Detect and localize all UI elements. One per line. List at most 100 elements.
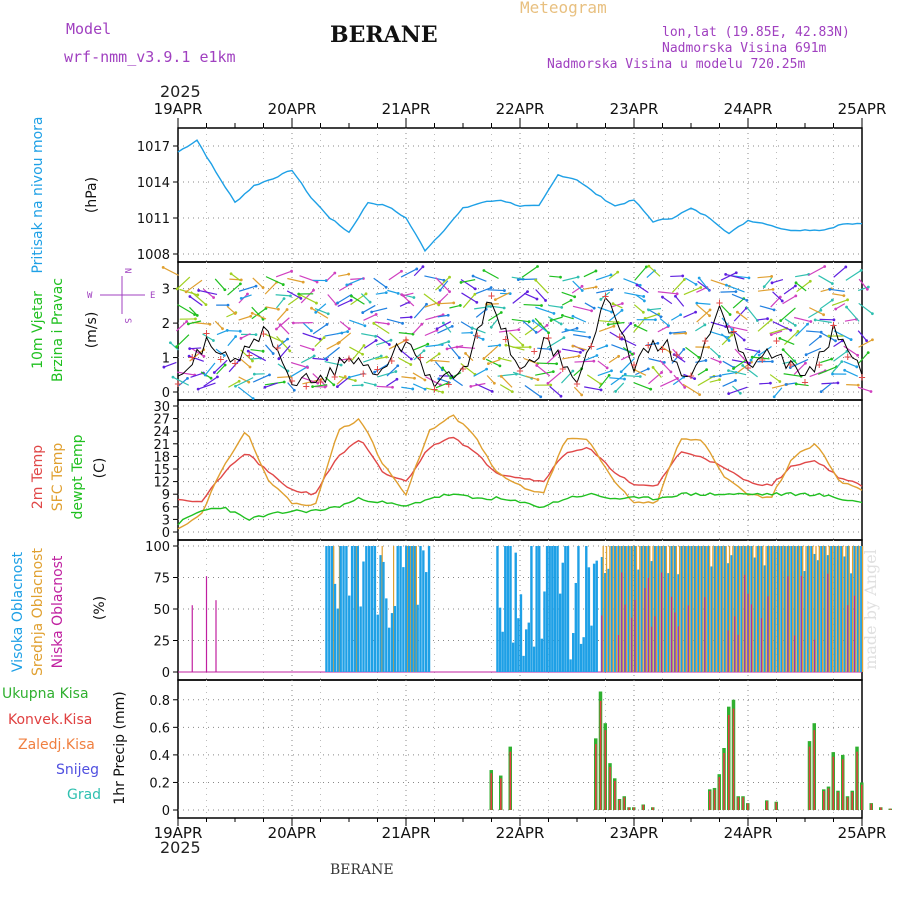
wind-arrow-head (590, 309, 593, 313)
wind-arrow (819, 299, 833, 310)
wind-arrow-head (836, 381, 840, 385)
wind-arrow (635, 294, 645, 302)
wind-arrow (509, 332, 524, 346)
wind-arrow (376, 335, 390, 346)
wind-gust-mark: + (203, 326, 210, 340)
wind-arrow (662, 296, 673, 305)
wind-gust-mark: + (231, 356, 238, 370)
wind-arrow-head (364, 292, 368, 296)
wind-arrow (537, 347, 551, 350)
wind-arrow-head (730, 333, 734, 337)
footer-station: BERANE (330, 862, 394, 878)
high-cloud-bar (640, 546, 643, 672)
wind-arrow-head (212, 296, 216, 299)
wind-gust-mark: + (816, 357, 823, 371)
wind-arrow-head (448, 275, 451, 279)
x-tick-label-bottom: 22APR (496, 824, 545, 842)
wind-arrow (299, 275, 318, 283)
wind-arrow-head (204, 303, 208, 307)
temp-ylabel: (C) (92, 458, 108, 479)
wind-arrow-head (769, 381, 772, 385)
wind-arrow-head (535, 364, 539, 367)
wind-arrow-head (633, 324, 637, 327)
wind-gust-mark: + (673, 347, 680, 361)
high-cloud-bar (843, 556, 846, 672)
wind-arrow-head (315, 280, 319, 284)
mid-cloud-bar (612, 546, 614, 672)
wind-arrow-head (607, 373, 611, 377)
wind-arrow (685, 277, 697, 285)
high-cloud-bar (538, 546, 541, 672)
wind-arrow (535, 289, 546, 301)
wind-arrow-head (458, 304, 462, 307)
wind-arrow (782, 349, 798, 365)
wind-arrow (361, 333, 376, 337)
wind-arrow-head (638, 283, 642, 287)
wind-gust-mark: + (630, 358, 637, 372)
wind-arrow (572, 305, 592, 312)
wind-arrow-head (246, 292, 249, 296)
wind-arrow (779, 337, 795, 345)
wind-arrow (483, 269, 499, 280)
high-cloud-bar (396, 546, 399, 672)
wind-arrow (490, 318, 499, 328)
wind-arrow (720, 272, 737, 281)
precip-legend-2: Zaledj.Kisa (18, 737, 95, 753)
wind-arrow-head (611, 302, 615, 306)
high-cloud-bar (402, 567, 405, 672)
wind-gust-mark: + (858, 370, 865, 384)
wind-arrow (197, 382, 216, 390)
wind-arrow-head (517, 328, 521, 332)
wind-arrow (815, 319, 832, 324)
wind-arrow (511, 276, 524, 280)
mid-cloud-bar (333, 546, 335, 672)
wind-arrow (203, 376, 218, 387)
high-cloud-bar (579, 643, 583, 672)
y-tick-label: 50 (153, 603, 170, 618)
wind-arrow (685, 346, 700, 358)
wind-arrow (363, 313, 377, 321)
wind-arrow (547, 371, 562, 384)
wind-arrow-head (502, 306, 506, 310)
wind-arrow (831, 299, 848, 307)
wind-arrow (431, 359, 450, 363)
x-tick-label-top: 25APR (838, 100, 887, 118)
wind-arrow-head (372, 321, 376, 325)
precip-conv-bar (851, 792, 854, 810)
mid-cloud-bar (841, 546, 844, 672)
wind-gust-mark: + (702, 333, 709, 347)
wind-arrow-head (734, 290, 738, 294)
wind-arrow-head (482, 357, 486, 360)
high-cloud-bar (780, 546, 783, 672)
wind-arrow (230, 273, 241, 282)
high-cloud-bar (385, 598, 388, 672)
wind-arrow-head (368, 300, 372, 304)
high-cloud-bar (427, 546, 431, 672)
precip-conv-bar (709, 790, 711, 810)
wind-arrow-head (487, 362, 490, 366)
wind-arrow-head (654, 318, 657, 322)
wind-arrow-head (336, 385, 339, 389)
wind-arrow-head (251, 397, 255, 400)
wind-gust-mark: + (189, 350, 196, 364)
wind-arrow-head (605, 344, 609, 348)
wind-arrow (315, 303, 327, 313)
wind-arrow (424, 275, 445, 281)
wind-arrow (376, 385, 393, 388)
wind-arrow-head (489, 286, 493, 290)
wind-arrow-head (373, 370, 377, 374)
wind-arrow (648, 265, 661, 277)
high-cloud-bar (690, 546, 693, 672)
wind-arrow (683, 311, 696, 318)
precip-conv-bar (628, 807, 630, 810)
wind-gust-mark: + (687, 369, 694, 383)
mid-cloud-bar (772, 546, 774, 672)
wind-gust-mark: + (759, 353, 766, 367)
wind-arrow-head (573, 295, 577, 299)
wind-arrow (460, 278, 476, 290)
mid-cloud-bar (655, 546, 658, 672)
wind-arrow (583, 270, 597, 278)
wind-arrow-head (271, 352, 275, 355)
wind-arrow (857, 330, 868, 342)
wind-arrow (498, 329, 519, 333)
